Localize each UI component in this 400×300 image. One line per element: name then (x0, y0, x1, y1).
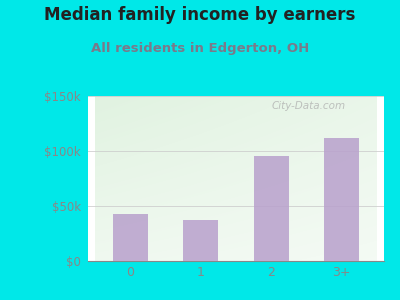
Bar (254, 157, 289, 261)
Text: All residents in Edgerton, OH: All residents in Edgerton, OH (91, 42, 309, 55)
Text: City-Data.com: City-Data.com (272, 101, 346, 111)
Text: Median family income by earners: Median family income by earners (44, 6, 356, 24)
Bar (324, 138, 359, 261)
Bar (113, 214, 148, 261)
Bar (183, 220, 218, 261)
